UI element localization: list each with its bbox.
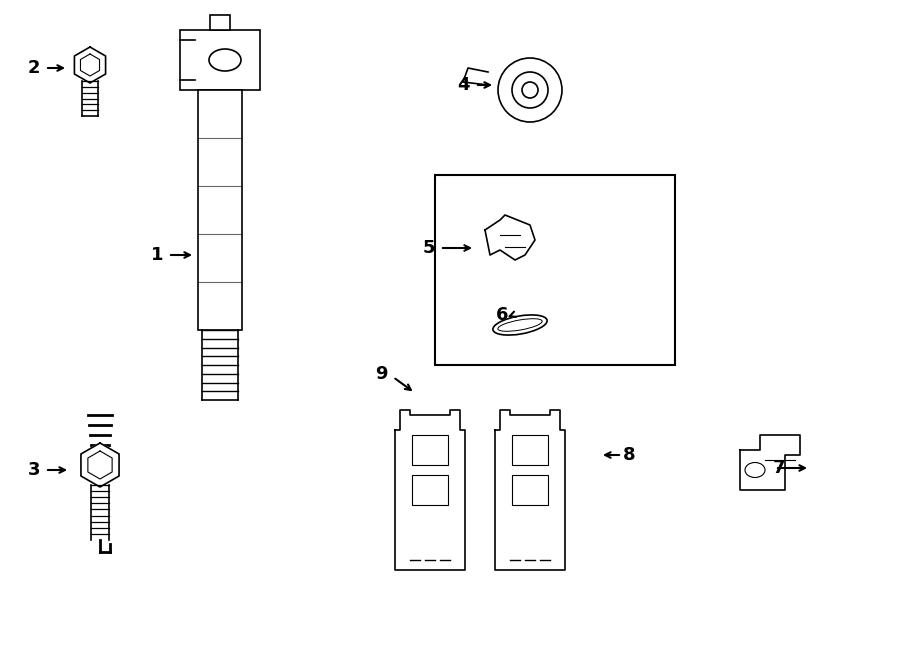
Polygon shape	[740, 435, 800, 490]
FancyBboxPatch shape	[180, 30, 260, 90]
Polygon shape	[75, 47, 105, 83]
Circle shape	[522, 82, 538, 98]
Text: 7: 7	[773, 459, 786, 477]
Polygon shape	[485, 215, 535, 260]
Bar	[412, 475, 448, 505]
Polygon shape	[81, 443, 119, 487]
Text: 2: 2	[28, 59, 40, 77]
Bar	[435, 175, 675, 365]
Ellipse shape	[498, 319, 542, 331]
Polygon shape	[495, 410, 565, 570]
Bar	[412, 435, 448, 465]
Text: 6: 6	[496, 306, 508, 324]
Bar	[512, 475, 548, 505]
Circle shape	[512, 72, 548, 108]
Text: 1: 1	[150, 246, 163, 264]
Bar	[512, 435, 548, 465]
Ellipse shape	[745, 463, 765, 477]
FancyBboxPatch shape	[198, 90, 242, 330]
Polygon shape	[395, 410, 465, 570]
Polygon shape	[463, 68, 488, 85]
Circle shape	[498, 58, 562, 122]
Ellipse shape	[209, 49, 241, 71]
FancyBboxPatch shape	[210, 15, 230, 30]
Ellipse shape	[493, 315, 547, 335]
Text: 9: 9	[375, 365, 388, 383]
Text: 5: 5	[422, 239, 435, 257]
Text: 3: 3	[28, 461, 40, 479]
Text: 4: 4	[457, 76, 470, 94]
Text: 8: 8	[623, 446, 635, 464]
